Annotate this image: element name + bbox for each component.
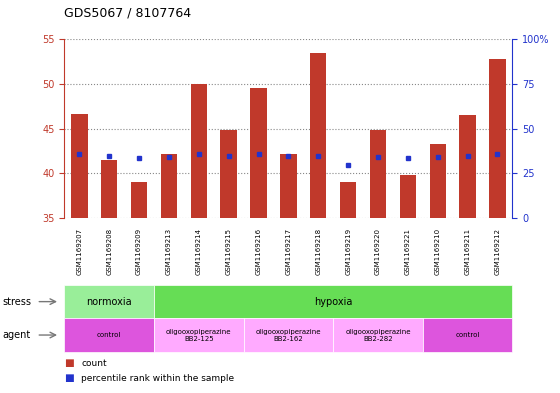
- Text: hypoxia: hypoxia: [314, 297, 352, 307]
- Text: stress: stress: [3, 297, 32, 307]
- Text: count: count: [81, 359, 107, 368]
- Text: control: control: [455, 332, 480, 338]
- Bar: [370, 130, 386, 218]
- Bar: [280, 154, 297, 218]
- Text: GDS5067 / 8107764: GDS5067 / 8107764: [64, 7, 192, 20]
- Bar: [71, 114, 87, 218]
- Text: ■: ■: [64, 373, 74, 384]
- Bar: [340, 182, 356, 218]
- Text: normoxia: normoxia: [86, 297, 132, 307]
- Text: oligooxopiperazine
BB2-125: oligooxopiperazine BB2-125: [166, 329, 231, 342]
- Bar: [131, 182, 147, 218]
- Bar: [190, 84, 207, 218]
- Bar: [161, 154, 177, 218]
- Text: oligooxopiperazine
BB2-282: oligooxopiperazine BB2-282: [346, 329, 410, 342]
- Bar: [459, 115, 476, 218]
- Bar: [400, 175, 416, 218]
- Text: agent: agent: [3, 330, 31, 340]
- Bar: [430, 144, 446, 218]
- Text: ■: ■: [64, 358, 74, 368]
- Text: control: control: [97, 332, 122, 338]
- Bar: [310, 53, 326, 218]
- Text: percentile rank within the sample: percentile rank within the sample: [81, 374, 234, 383]
- Bar: [101, 160, 118, 218]
- Text: oligooxopiperazine
BB2-162: oligooxopiperazine BB2-162: [256, 329, 321, 342]
- Bar: [221, 130, 237, 218]
- Bar: [250, 88, 267, 218]
- Bar: [489, 59, 506, 218]
